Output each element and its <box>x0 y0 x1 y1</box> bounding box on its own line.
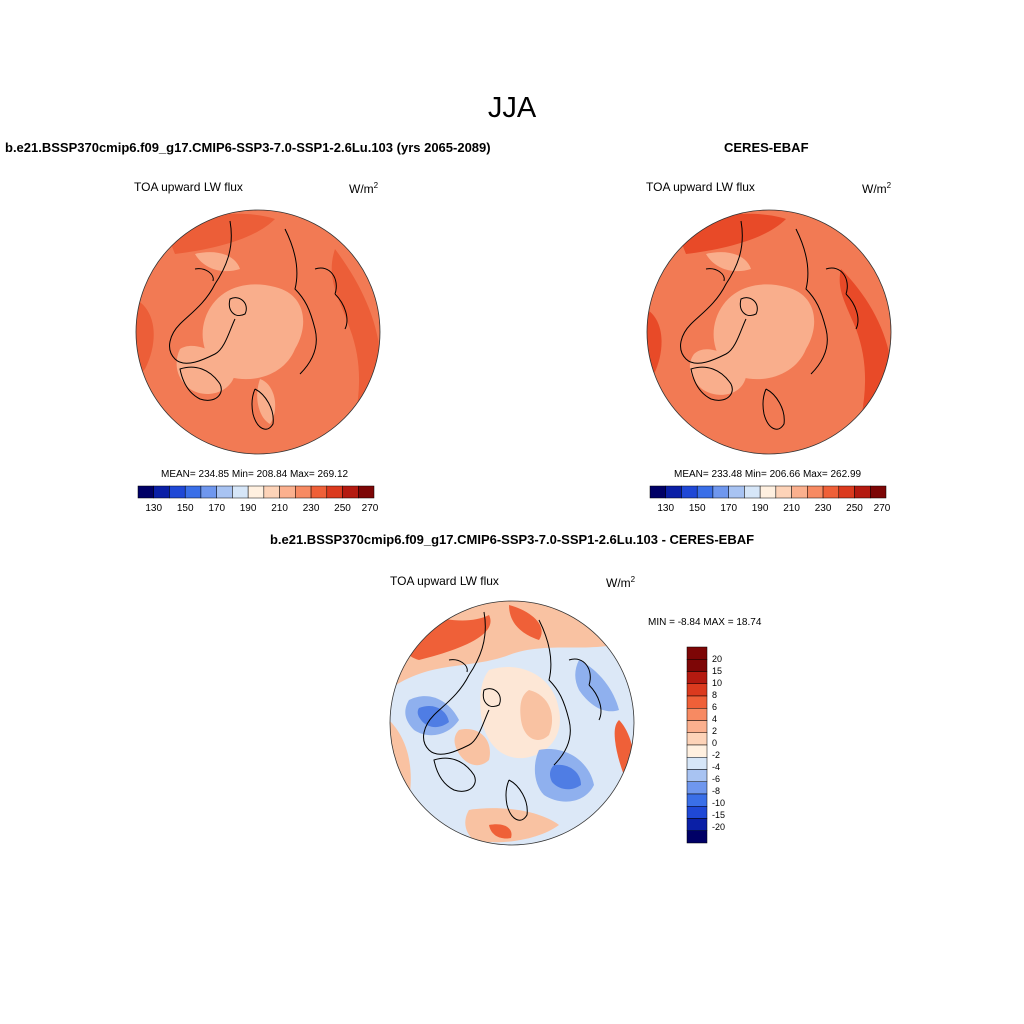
diff-variable-label: TOA upward LW flux <box>390 574 499 588</box>
colorbar-tick-label: 150 <box>176 503 194 514</box>
colorbar-swatch <box>358 485 375 499</box>
colorbar-tick-label: 150 <box>688 503 706 514</box>
colorbar-swatch <box>216 485 233 499</box>
colorbar-tick-label: -20 <box>712 822 726 832</box>
model-variable-label: TOA upward LW flux <box>134 180 243 194</box>
colorbar-swatch <box>137 485 154 499</box>
colorbar-swatch <box>681 485 698 499</box>
colorbar-swatch <box>686 744 708 758</box>
colorbar-tick-label: 6 <box>712 702 718 712</box>
figure-title: JJA <box>487 92 537 124</box>
obs-case-title: CERES-EBAF <box>724 140 809 155</box>
colorbar-tick-label: 10 <box>712 678 723 688</box>
colorbar-swatch <box>686 732 708 746</box>
colorbar-tick-label: 15 <box>712 666 723 676</box>
obs-colorbar <box>649 485 887 499</box>
colorbar-swatch <box>326 485 343 499</box>
diff-units-label: W/m2 <box>606 575 636 590</box>
diff-minmax: MIN = -8.84 MAX = 18.74 <box>648 617 762 628</box>
colorbar-swatch <box>686 793 708 807</box>
colorbar-swatch <box>807 485 824 499</box>
colorbar-tick-label: -10 <box>712 798 726 808</box>
colorbar-swatch <box>686 806 708 819</box>
colorbar-swatch <box>686 769 708 782</box>
colorbar-swatch <box>686 683 708 697</box>
colorbar-tick-label: 4 <box>712 714 718 724</box>
colorbar-tick-label: 270 <box>361 503 379 514</box>
colorbar-swatch <box>759 485 777 499</box>
colorbar-swatch <box>279 485 296 499</box>
colorbar-tick-label: 210 <box>783 503 800 514</box>
colorbar-tick-label: -6 <box>712 774 721 784</box>
obs-stats: MEAN= 233.48 Min= 206.66 Max= 262.99 <box>674 469 862 480</box>
colorbar-swatch <box>686 671 708 684</box>
colorbar-swatch <box>728 485 745 499</box>
colorbar-swatch <box>232 485 249 499</box>
colorbar-tick-label: 250 <box>846 503 863 514</box>
model-polar-map <box>135 209 381 455</box>
diff-colorbar-ticks: 20 15 10 8 6 4 2 0 -2 -4 -6 -8 -10 -15 -… <box>712 647 752 843</box>
colorbar-swatch <box>200 485 217 499</box>
model-colorbar <box>137 485 375 499</box>
colorbar-swatch <box>342 485 359 499</box>
colorbar-tick-label: 190 <box>751 503 769 514</box>
colorbar-swatch <box>686 720 708 733</box>
colorbar-swatch <box>870 485 887 499</box>
colorbar-swatch <box>686 646 708 660</box>
colorbar-tick-label: -15 <box>712 810 726 820</box>
colorbar-swatch <box>247 485 265 499</box>
colorbar-swatch <box>775 485 792 499</box>
colorbar-tick-label: -4 <box>712 762 721 772</box>
colorbar-swatch <box>665 485 682 499</box>
model-stats: MEAN= 234.85 Min= 208.84 Max= 269.12 <box>161 469 349 480</box>
colorbar-tick-label: 230 <box>302 503 320 514</box>
colorbar-tick-label: 230 <box>814 503 832 514</box>
colorbar-swatch <box>838 485 855 499</box>
model-units-label: W/m2 <box>349 181 379 196</box>
colorbar-swatch <box>696 485 714 499</box>
colorbar-tick-label: 250 <box>334 503 351 514</box>
colorbar-swatch <box>686 781 708 795</box>
colorbar-swatch <box>169 485 186 499</box>
colorbar-tick-label: 20 <box>712 654 723 664</box>
colorbar-swatch <box>263 485 280 499</box>
colorbar-swatch <box>744 485 761 499</box>
colorbar-swatch <box>649 485 666 499</box>
colorbar-tick-label: -2 <box>712 750 721 760</box>
colorbar-swatch <box>686 708 708 721</box>
colorbar-swatch <box>686 659 708 672</box>
colorbar-swatch <box>686 830 708 844</box>
colorbar-swatch <box>686 757 708 770</box>
colorbar-tick-label: 210 <box>271 503 288 514</box>
colorbar-tick-label: 170 <box>208 503 226 514</box>
colorbar-swatch <box>295 485 312 499</box>
colorbar-swatch <box>153 485 170 499</box>
colorbar-swatch <box>822 485 840 499</box>
colorbar-tick-label: 0 <box>712 738 718 748</box>
colorbar-swatch <box>310 485 328 499</box>
obs-polar-map <box>646 209 892 455</box>
model-case-title: b.e21.BSSP370cmip6.f09_g17.CMIP6-SSP3-7.… <box>5 140 491 155</box>
colorbar-tick-label: -8 <box>712 786 721 796</box>
obs-colorbar-ticks: 130 150 170 190 210 230 250 270 <box>650 503 890 517</box>
obs-units-label: W/m2 <box>862 181 892 196</box>
colorbar-tick-label: 2 <box>712 726 718 736</box>
colorbar-swatch <box>854 485 871 499</box>
colorbar-swatch <box>686 818 708 831</box>
colorbar-tick-label: 8 <box>712 690 718 700</box>
colorbar-swatch <box>791 485 808 499</box>
obs-variable-label: TOA upward LW flux <box>646 180 755 194</box>
colorbar-tick-label: 170 <box>720 503 738 514</box>
colorbar-tick-label: 270 <box>873 503 891 514</box>
diff-polar-map <box>389 600 635 846</box>
colorbar-swatch <box>686 695 708 709</box>
colorbar-tick-label: 190 <box>239 503 257 514</box>
diff-colorbar <box>686 646 708 844</box>
colorbar-swatch <box>712 485 729 499</box>
diff-case-title: b.e21.BSSP370cmip6.f09_g17.CMIP6-SSP3-7.… <box>269 532 755 547</box>
colorbar-tick-label: 130 <box>657 503 675 514</box>
colorbar-swatch <box>184 485 202 499</box>
model-colorbar-ticks: 130 150 170 190 210 230 250 270 <box>138 503 378 517</box>
colorbar-tick-label: 130 <box>145 503 163 514</box>
